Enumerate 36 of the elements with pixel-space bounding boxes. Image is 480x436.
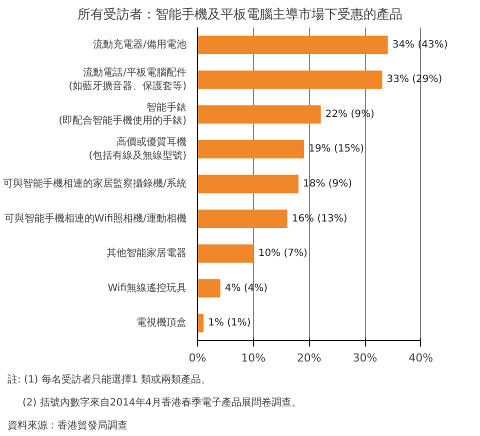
bar — [198, 174, 298, 194]
data-label: 10% (7%) — [258, 248, 308, 260]
y-tick-label: Wifi無線遙控玩具 — [108, 282, 187, 294]
y-tick-label: 高價或優質耳機 (包括有線及無線型號) — [88, 136, 187, 162]
bar — [198, 36, 388, 54]
x-tick-label: 0% — [188, 352, 206, 364]
y-tick-label: 流動充電器/備用電池 — [93, 38, 187, 50]
data-label: 16% (13%) — [292, 213, 348, 224]
y-tick-label: 可與智能手機相連的家居監察攝錄機/系統 — [3, 178, 187, 190]
text: (2) 括號內數字來自2014年4月香港春季電子產品展問卷調查。 — [22, 396, 302, 408]
bar — [198, 244, 254, 263]
x-tick-label: 30% — [352, 352, 378, 364]
x-tick-label: 40% — [408, 352, 434, 364]
data-label: 34% (43%) — [392, 39, 448, 50]
chart-title: 所有受訪者：智能手機及平板電腦主導市場下受惠的產品 — [78, 6, 402, 22]
y-tick-label: 其他智能家居電器 — [106, 247, 186, 260]
y-tick-label: 可與智能手機相連的Wifi照相機/運動相機 — [4, 212, 187, 224]
y-tick-label: 智能手錶 (即配合智能手機使用的手錶) — [58, 101, 187, 127]
data-label: 33% (29%) — [386, 74, 442, 86]
bar — [198, 105, 321, 124]
bar — [198, 314, 204, 332]
source-note: 資料來源：香港貿發局調查 — [8, 420, 128, 432]
x-tick-label: 20% — [296, 352, 322, 364]
data-label: 19% (15%) — [308, 144, 364, 155]
y-tick-label: 流動電話/平板電腦配件 (如藍牙擴音器、保護套等) — [68, 66, 187, 92]
data-label: 18% (9%) — [303, 178, 352, 190]
bar — [198, 279, 220, 298]
bar — [198, 70, 382, 89]
y-tick-label: 電視機頂盒 — [136, 316, 186, 329]
text: 註: (1) 每名受訪者只能選擇1 類或兩類產品。 — [8, 374, 211, 386]
bar — [198, 210, 288, 228]
data-label: 4% (4%) — [224, 282, 268, 294]
data-label: 1% (1%) — [208, 318, 251, 329]
bar — [198, 140, 304, 158]
data-label: 22% (9%) — [325, 108, 375, 120]
x-tick-label: 10% — [241, 352, 266, 364]
